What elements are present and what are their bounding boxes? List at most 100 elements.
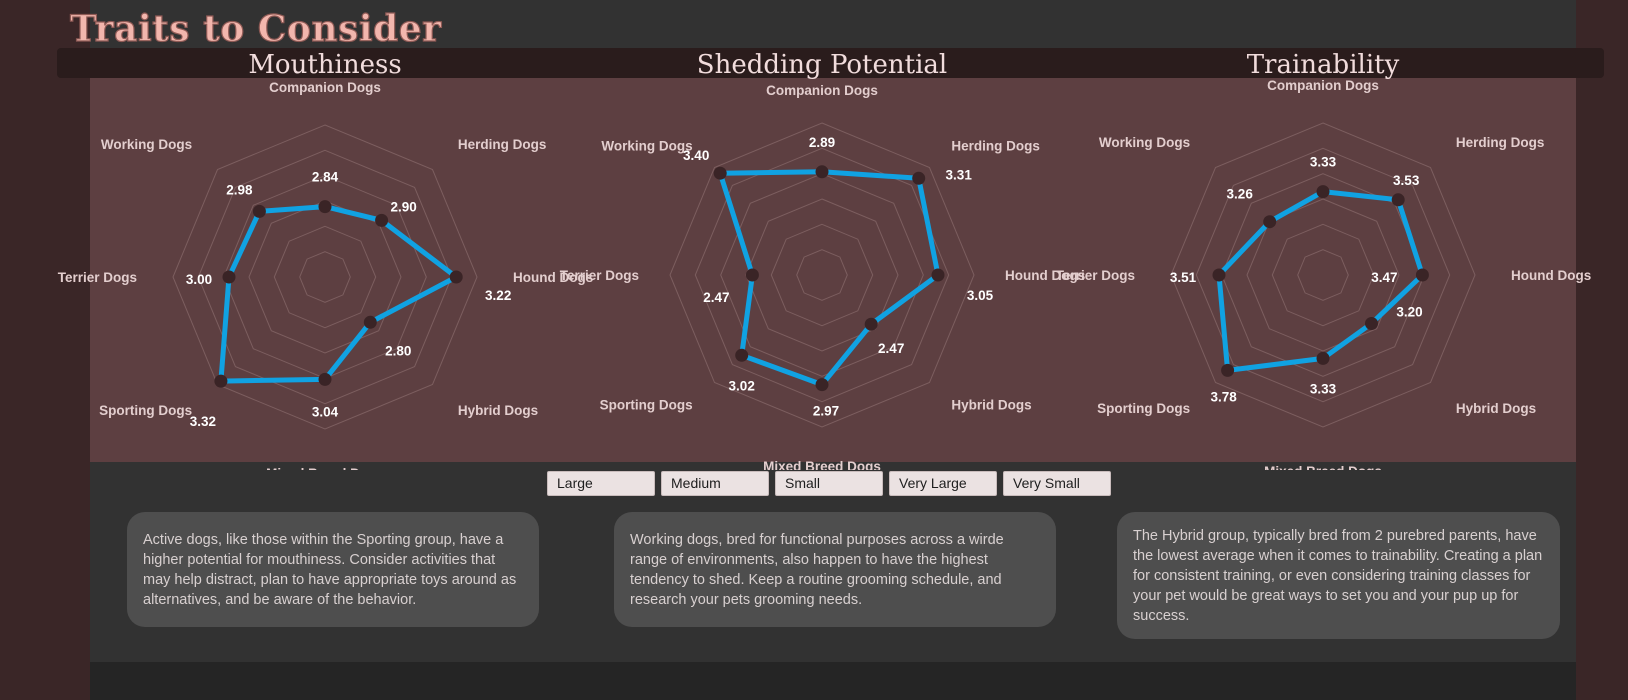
mouthiness-note: Active dogs, like those within the Sport… [127, 512, 539, 627]
data-point [815, 378, 829, 392]
category-label: Mixed Breed Dogs [1264, 464, 1382, 470]
category-label: Herding Dogs [458, 137, 547, 152]
data-label: 2.47 [703, 290, 729, 305]
grid-ring [796, 249, 848, 301]
data-point [912, 171, 926, 185]
grid-ring [197, 149, 453, 405]
category-label: Hound Dogs [1511, 268, 1591, 283]
data-point [318, 200, 332, 214]
data-point [931, 268, 945, 282]
grid-ring [720, 173, 924, 377]
data-label: 2.89 [809, 135, 835, 150]
grid-ring [1195, 147, 1451, 403]
grid-ring [745, 198, 899, 352]
page-title: Traits to Consider [69, 7, 442, 50]
category-label: Herding Dogs [951, 139, 1040, 154]
grid-ring [1246, 198, 1400, 352]
data-point [1263, 215, 1277, 229]
category-label: Companion Dogs [766, 83, 878, 98]
category-label: Terrier Dogs [1056, 268, 1135, 283]
data-point [318, 372, 332, 386]
category-label: Hybrid Dogs [1456, 401, 1536, 416]
size-filter-large[interactable]: Large [547, 471, 655, 496]
data-point [713, 166, 727, 180]
data-label: 3.00 [186, 272, 212, 287]
data-label: 3.51 [1170, 270, 1197, 285]
grid-ring [248, 200, 402, 354]
data-point [1415, 268, 1429, 282]
grid-ring [694, 147, 950, 403]
data-point [1391, 193, 1405, 207]
grid-ring [1297, 249, 1349, 301]
category-label: Mixed Breed Dogs [266, 466, 384, 470]
data-label: 2.80 [385, 343, 411, 358]
category-label: Herding Dogs [1456, 135, 1545, 150]
category-label: Hybrid Dogs [458, 403, 538, 418]
category-label: Mixed Breed Dogs [763, 459, 881, 470]
data-label: 3.26 [1227, 187, 1254, 202]
category-label: Working Dogs [601, 139, 692, 154]
data-label: 2.84 [312, 170, 339, 185]
data-label: 3.22 [485, 288, 511, 303]
data-label: 3.40 [683, 148, 709, 163]
data-label: 3.32 [190, 414, 216, 429]
category-label: Hound Dogs [1005, 268, 1085, 283]
data-point [1316, 185, 1330, 199]
grid-ring [669, 122, 975, 428]
grid-ring [1170, 122, 1476, 428]
category-label: Sporting Dogs [99, 403, 192, 418]
data-point [745, 268, 759, 282]
shedding-note: Working dogs, bred for functional purpos… [614, 512, 1056, 627]
category-label: Terrier Dogs [560, 268, 639, 283]
data-label: 3.33 [1310, 381, 1337, 396]
data-point [1316, 351, 1330, 365]
data-point [1221, 363, 1235, 377]
size-filter-small[interactable]: Small [775, 471, 883, 496]
size-filter-very-large[interactable]: Very Large [889, 471, 997, 496]
data-label: 3.05 [967, 288, 994, 303]
category-label: Sporting Dogs [1097, 401, 1190, 416]
trainability-note: The Hybrid group, typically bred from 2 … [1117, 512, 1560, 639]
category-label: Hound Dogs [513, 270, 593, 285]
chart-title: Mouthiness [248, 50, 401, 80]
category-label: Companion Dogs [269, 80, 381, 95]
data-label: 3.47 [1371, 270, 1397, 285]
chart-title-bar [57, 48, 1604, 78]
data-point [735, 348, 749, 362]
data-point [864, 317, 878, 331]
data-label: 2.98 [226, 182, 253, 197]
size-filter-medium[interactable]: Medium [661, 471, 769, 496]
data-point [363, 315, 377, 329]
data-point [375, 213, 389, 227]
data-point [815, 165, 829, 179]
grid-ring [299, 251, 351, 303]
data-label: 3.53 [1393, 173, 1420, 188]
data-label: 2.97 [813, 404, 839, 419]
grid-ring [770, 223, 874, 327]
data-point [1212, 268, 1226, 282]
data-label: 3.02 [729, 378, 755, 393]
data-label: 3.78 [1210, 389, 1237, 404]
data-label: 3.20 [1396, 305, 1422, 320]
data-point [214, 374, 228, 388]
data-point [222, 270, 236, 284]
size-filter-very-small[interactable]: Very Small [1003, 471, 1111, 496]
category-label: Working Dogs [101, 137, 192, 152]
footer-strip [90, 662, 1576, 700]
data-label: 2.90 [390, 199, 416, 214]
data-point [252, 204, 266, 218]
data-label: 2.47 [878, 341, 904, 356]
chart-title: Trainability [1247, 50, 1400, 80]
data-label: 3.31 [946, 167, 973, 182]
data-point [449, 270, 463, 284]
category-label: Working Dogs [1099, 135, 1190, 150]
chart-title: Shedding Potential [697, 50, 947, 80]
grid-ring [1271, 223, 1375, 327]
category-label: Sporting Dogs [600, 397, 693, 412]
data-label: 3.33 [1310, 155, 1337, 170]
data-label: 3.04 [312, 404, 339, 419]
category-label: Companion Dogs [1267, 78, 1379, 93]
category-label: Hybrid Dogs [951, 397, 1031, 412]
data-point [1365, 317, 1378, 330]
